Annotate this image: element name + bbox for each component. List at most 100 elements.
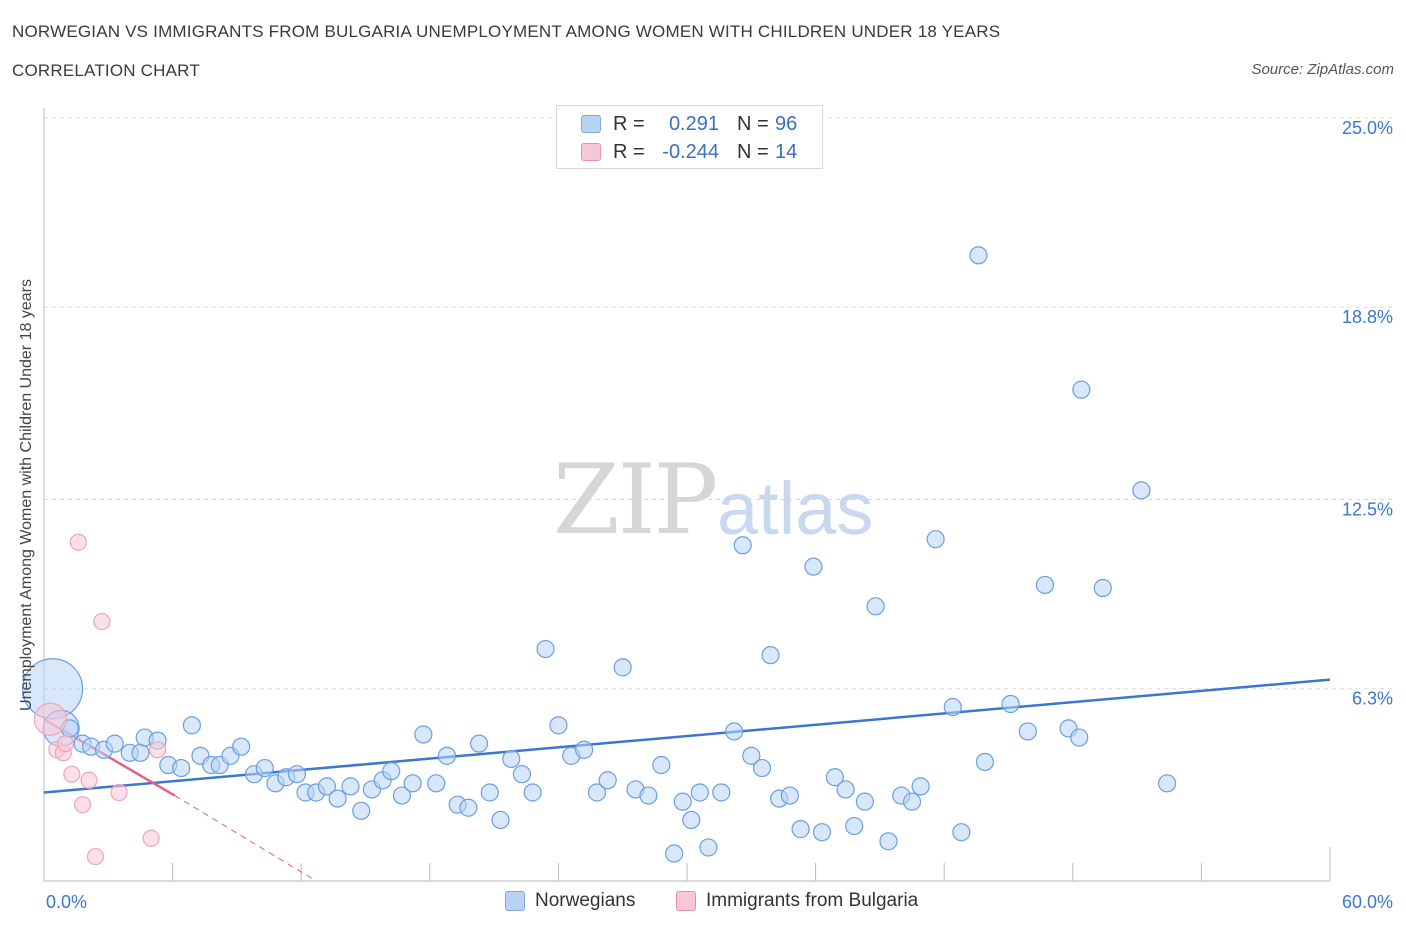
point-norwegians <box>352 801 371 820</box>
point-norwegians <box>742 746 761 765</box>
x-tick-label: 60.0% <box>1342 892 1393 912</box>
point-norwegians <box>952 823 971 842</box>
point-bulgaria <box>56 735 75 753</box>
bottom-legend-label-norwegians: Norwegians <box>535 890 636 911</box>
y-tick-label: 12.5% <box>1342 500 1393 520</box>
point-bulgaria <box>73 796 92 814</box>
point-bulgaria <box>93 612 111 631</box>
bottom-legend-swatch-bulgaria <box>676 891 696 911</box>
point-norwegians <box>403 774 422 793</box>
point-norwegians <box>392 786 412 805</box>
point-norwegians <box>491 810 510 830</box>
point-norwegians <box>780 786 799 805</box>
point-norwegians <box>536 639 555 659</box>
legend-n-value: 14 <box>775 140 798 163</box>
point-norwegians <box>437 746 457 765</box>
point-norwegians <box>480 783 499 802</box>
point-norwegians <box>459 798 478 817</box>
point-norwegians <box>105 734 124 753</box>
point-norwegians <box>1035 575 1055 595</box>
point-norwegians <box>804 557 823 576</box>
point-norwegians <box>812 823 832 842</box>
point-norwegians <box>414 725 433 744</box>
point-norwegians <box>926 530 945 549</box>
point-norwegians <box>1001 694 1020 714</box>
point-norwegians <box>652 755 671 775</box>
point-norwegians <box>836 780 855 799</box>
point-bulgaria <box>80 771 98 789</box>
point-norwegians <box>712 783 731 802</box>
point-norwegians <box>866 597 885 616</box>
point-norwegians <box>752 758 772 778</box>
point-norwegians <box>131 743 150 762</box>
point-norwegians <box>690 783 709 802</box>
point-norwegians <box>682 810 701 830</box>
point-norwegians <box>699 838 718 857</box>
y-tick-label: 25.0% <box>1342 118 1393 138</box>
y-axis-label: Unemployment Among Women with Children U… <box>18 279 35 711</box>
point-bulgaria <box>33 702 68 736</box>
legend-row-norwegians: R = 0.291 N = 96 <box>581 112 797 136</box>
point-norwegians <box>673 792 692 811</box>
point-norwegians <box>1158 774 1177 793</box>
chart-title: NORWEGIAN VS IMMIGRANTS FROM BULGARIA UN… <box>12 22 1001 41</box>
tick-labels: 6.3% 12.5% 18.8% 25.0% 0.0% 60.0% <box>46 118 1393 912</box>
point-norwegians <box>791 820 810 839</box>
legend-r-label: R = <box>613 140 645 163</box>
grid-lines <box>44 117 1394 690</box>
point-norwegians <box>943 697 962 717</box>
point-norwegians <box>725 722 744 741</box>
point-norwegians <box>172 758 191 778</box>
point-norwegians <box>255 758 274 778</box>
point-norwegians <box>879 832 898 851</box>
point-bulgaria <box>110 783 128 802</box>
legend-n-label: N = <box>737 112 769 135</box>
point-norwegians <box>639 786 658 805</box>
data-points <box>21 246 1177 866</box>
legend-r-value: 0.291 <box>668 112 719 135</box>
legend: R = 0.291 N = 96 R = -0.244 N = 14 <box>556 105 823 169</box>
y-tick-label: 18.8% <box>1342 307 1393 327</box>
legend-row-bulgaria: R = -0.244 N = 14 <box>581 140 797 164</box>
trend-line-norwegians <box>43 678 1331 794</box>
axes <box>43 108 1331 882</box>
watermark-atlas: atlas <box>717 467 874 550</box>
point-norwegians <box>975 752 995 772</box>
point-norwegians <box>911 777 930 796</box>
x-tick-label: 0.0% <box>46 892 87 912</box>
point-norwegians <box>902 792 922 811</box>
point-norwegians <box>855 792 874 811</box>
point-norwegians <box>287 765 307 784</box>
point-norwegians <box>761 646 780 665</box>
point-norwegians <box>1070 728 1089 747</box>
legend-r-label: R = <box>613 112 645 135</box>
point-norwegians <box>1132 481 1151 500</box>
point-bulgaria <box>142 829 160 847</box>
bottom-legend-norwegians: Norwegians <box>505 890 635 912</box>
point-bulgaria <box>69 533 87 551</box>
bottom-legend-swatch-norwegians <box>505 891 525 911</box>
bottom-legend-label-bulgaria: Immigrants from Bulgaria <box>706 890 919 911</box>
point-norwegians <box>1018 722 1037 741</box>
point-norwegians <box>733 536 752 555</box>
point-norwegians <box>502 749 521 769</box>
point-bulgaria <box>63 765 81 783</box>
point-bulgaria <box>86 847 105 866</box>
trend-line-bulgaria-extension <box>174 795 317 882</box>
y-tick-label: 6.3% <box>1352 689 1393 709</box>
point-norwegians <box>182 716 201 735</box>
point-norwegians <box>341 777 360 796</box>
point-norwegians <box>969 246 988 265</box>
legend-r-value: -0.244 <box>662 140 719 163</box>
point-norwegians <box>427 774 446 793</box>
point-norwegians <box>598 771 617 790</box>
point-norwegians <box>232 737 251 756</box>
point-norwegians <box>587 783 607 802</box>
legend-swatch-norwegians <box>581 115 601 133</box>
point-norwegians <box>575 740 594 759</box>
legend-n-label: N = <box>737 140 769 163</box>
point-norwegians <box>382 762 401 781</box>
point-norwegians <box>665 844 684 863</box>
trend-lines <box>43 678 1331 882</box>
point-norwegians <box>512 765 532 784</box>
